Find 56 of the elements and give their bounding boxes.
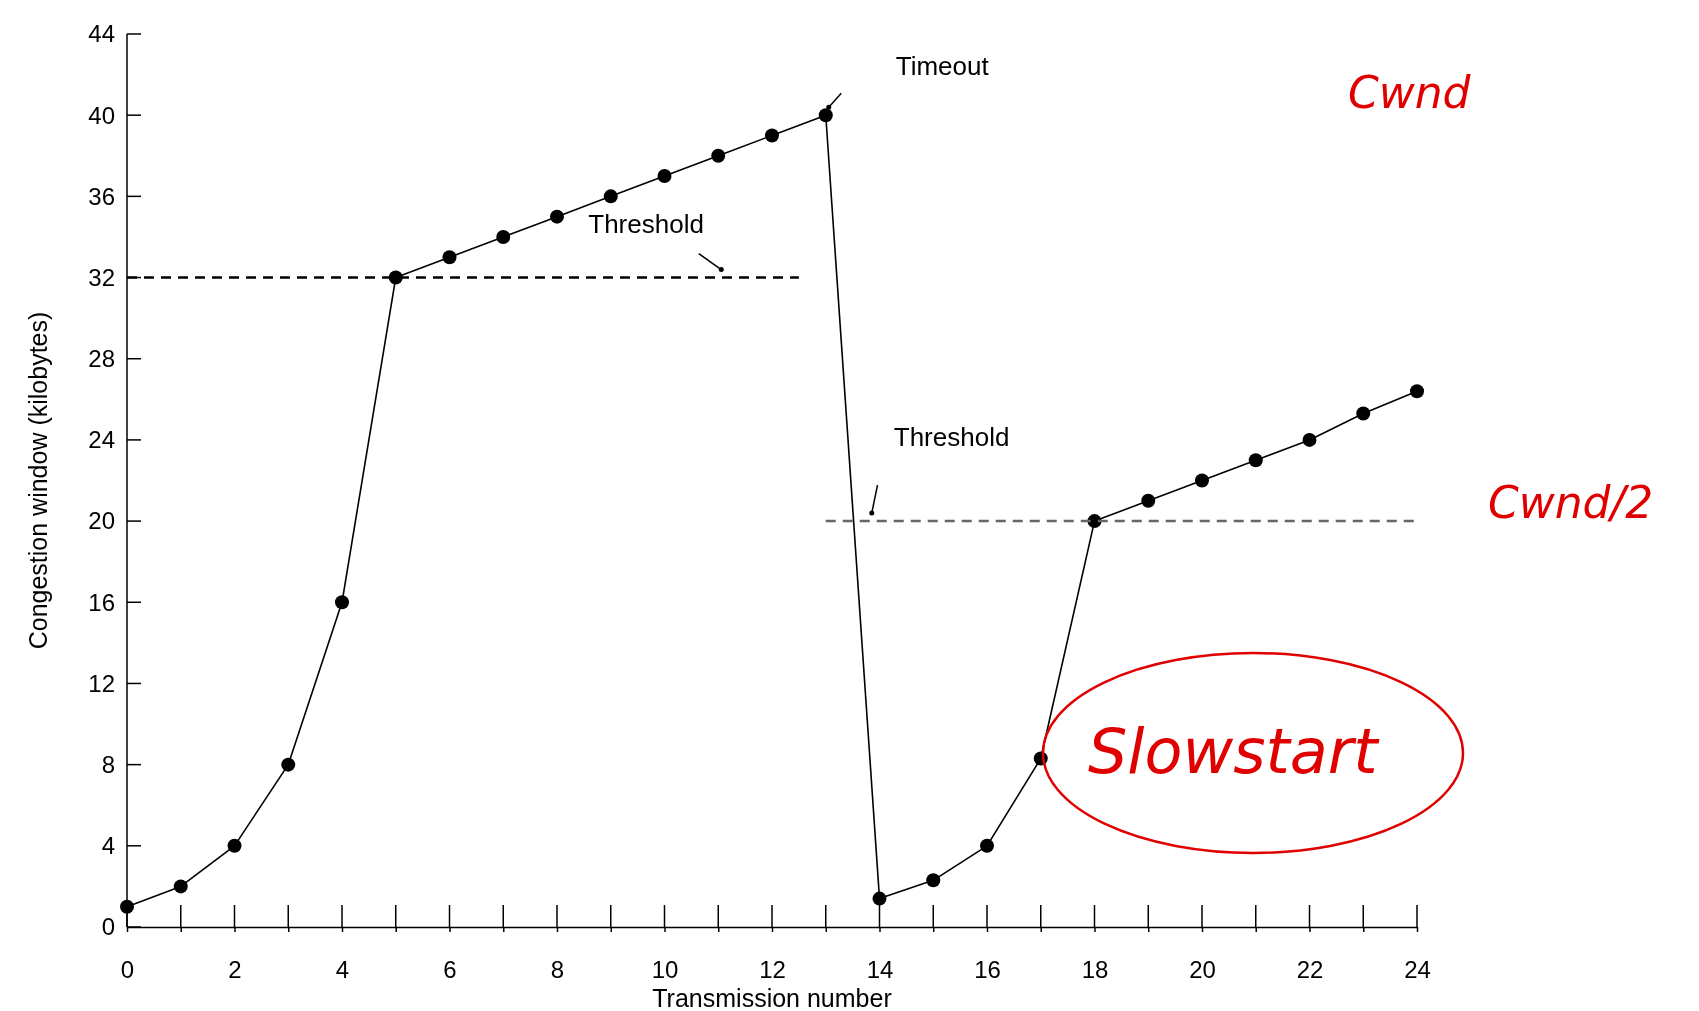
- point: [1141, 493, 1156, 508]
- y-tick-label: 32: [88, 263, 115, 291]
- point: [227, 838, 242, 853]
- x-tick-label: 18: [1081, 956, 1109, 984]
- point: [980, 838, 994, 853]
- x-tick-label: 20: [1189, 956, 1216, 984]
- y-tick-label: 28: [88, 345, 115, 373]
- x-tick-label: 24: [1404, 956, 1431, 984]
- y-tick-label: 36: [88, 182, 115, 210]
- annotation: Slowstart: [1088, 715, 1381, 788]
- x-tick-label: 6: [443, 956, 457, 984]
- point: [818, 108, 833, 123]
- x-tick-label: 22: [1296, 956, 1324, 984]
- x-tick-label: 2: [228, 956, 242, 984]
- point: [1356, 406, 1371, 421]
- x-axis-title: Transmission number: [652, 984, 892, 1011]
- y-tick-label: 16: [88, 588, 115, 616]
- annotation: Cwnd: [1348, 67, 1472, 118]
- y-tick-label: 4: [101, 832, 115, 860]
- point: [281, 757, 296, 772]
- x-tick-label: 14: [866, 956, 894, 984]
- point: [120, 899, 134, 914]
- point: [1248, 453, 1263, 468]
- point: [657, 169, 672, 184]
- x-tick-label: 16: [974, 956, 1001, 984]
- y-tick-label: 24: [88, 426, 115, 454]
- x-tick-label: 0: [120, 956, 135, 984]
- point: [1302, 432, 1317, 447]
- x-tick-label: 10: [651, 956, 679, 984]
- x-tick-label: 12: [759, 956, 786, 984]
- point: [926, 873, 941, 888]
- point: [603, 189, 618, 204]
- annotation: Threshold: [588, 208, 704, 239]
- point: [550, 209, 564, 224]
- x-tick-label: 4: [335, 956, 350, 984]
- point: [173, 879, 188, 894]
- point: [442, 250, 457, 265]
- y-tick-label: 40: [88, 101, 115, 129]
- point: [1195, 473, 1209, 488]
- point: [1087, 514, 1102, 529]
- y-axis-title: Congestion window (kilobytes): [24, 311, 52, 650]
- text: Cwnd/2: [1488, 477, 1654, 528]
- point: [765, 128, 779, 143]
- y-tick-label: 20: [88, 507, 115, 535]
- point: [496, 229, 511, 244]
- point: [711, 148, 726, 163]
- y-tick-label: 8: [101, 751, 115, 779]
- annotation: Threshold: [893, 422, 1010, 453]
- y-tick-label: 12: [88, 669, 115, 697]
- annotation: Timeout: [895, 51, 990, 82]
- x-tick-label: 8: [550, 956, 565, 984]
- point: [872, 891, 887, 906]
- point: [1410, 384, 1424, 399]
- point: [335, 595, 349, 610]
- y-tick-label: 44: [88, 20, 115, 48]
- y-tick-label: 0: [101, 913, 115, 941]
